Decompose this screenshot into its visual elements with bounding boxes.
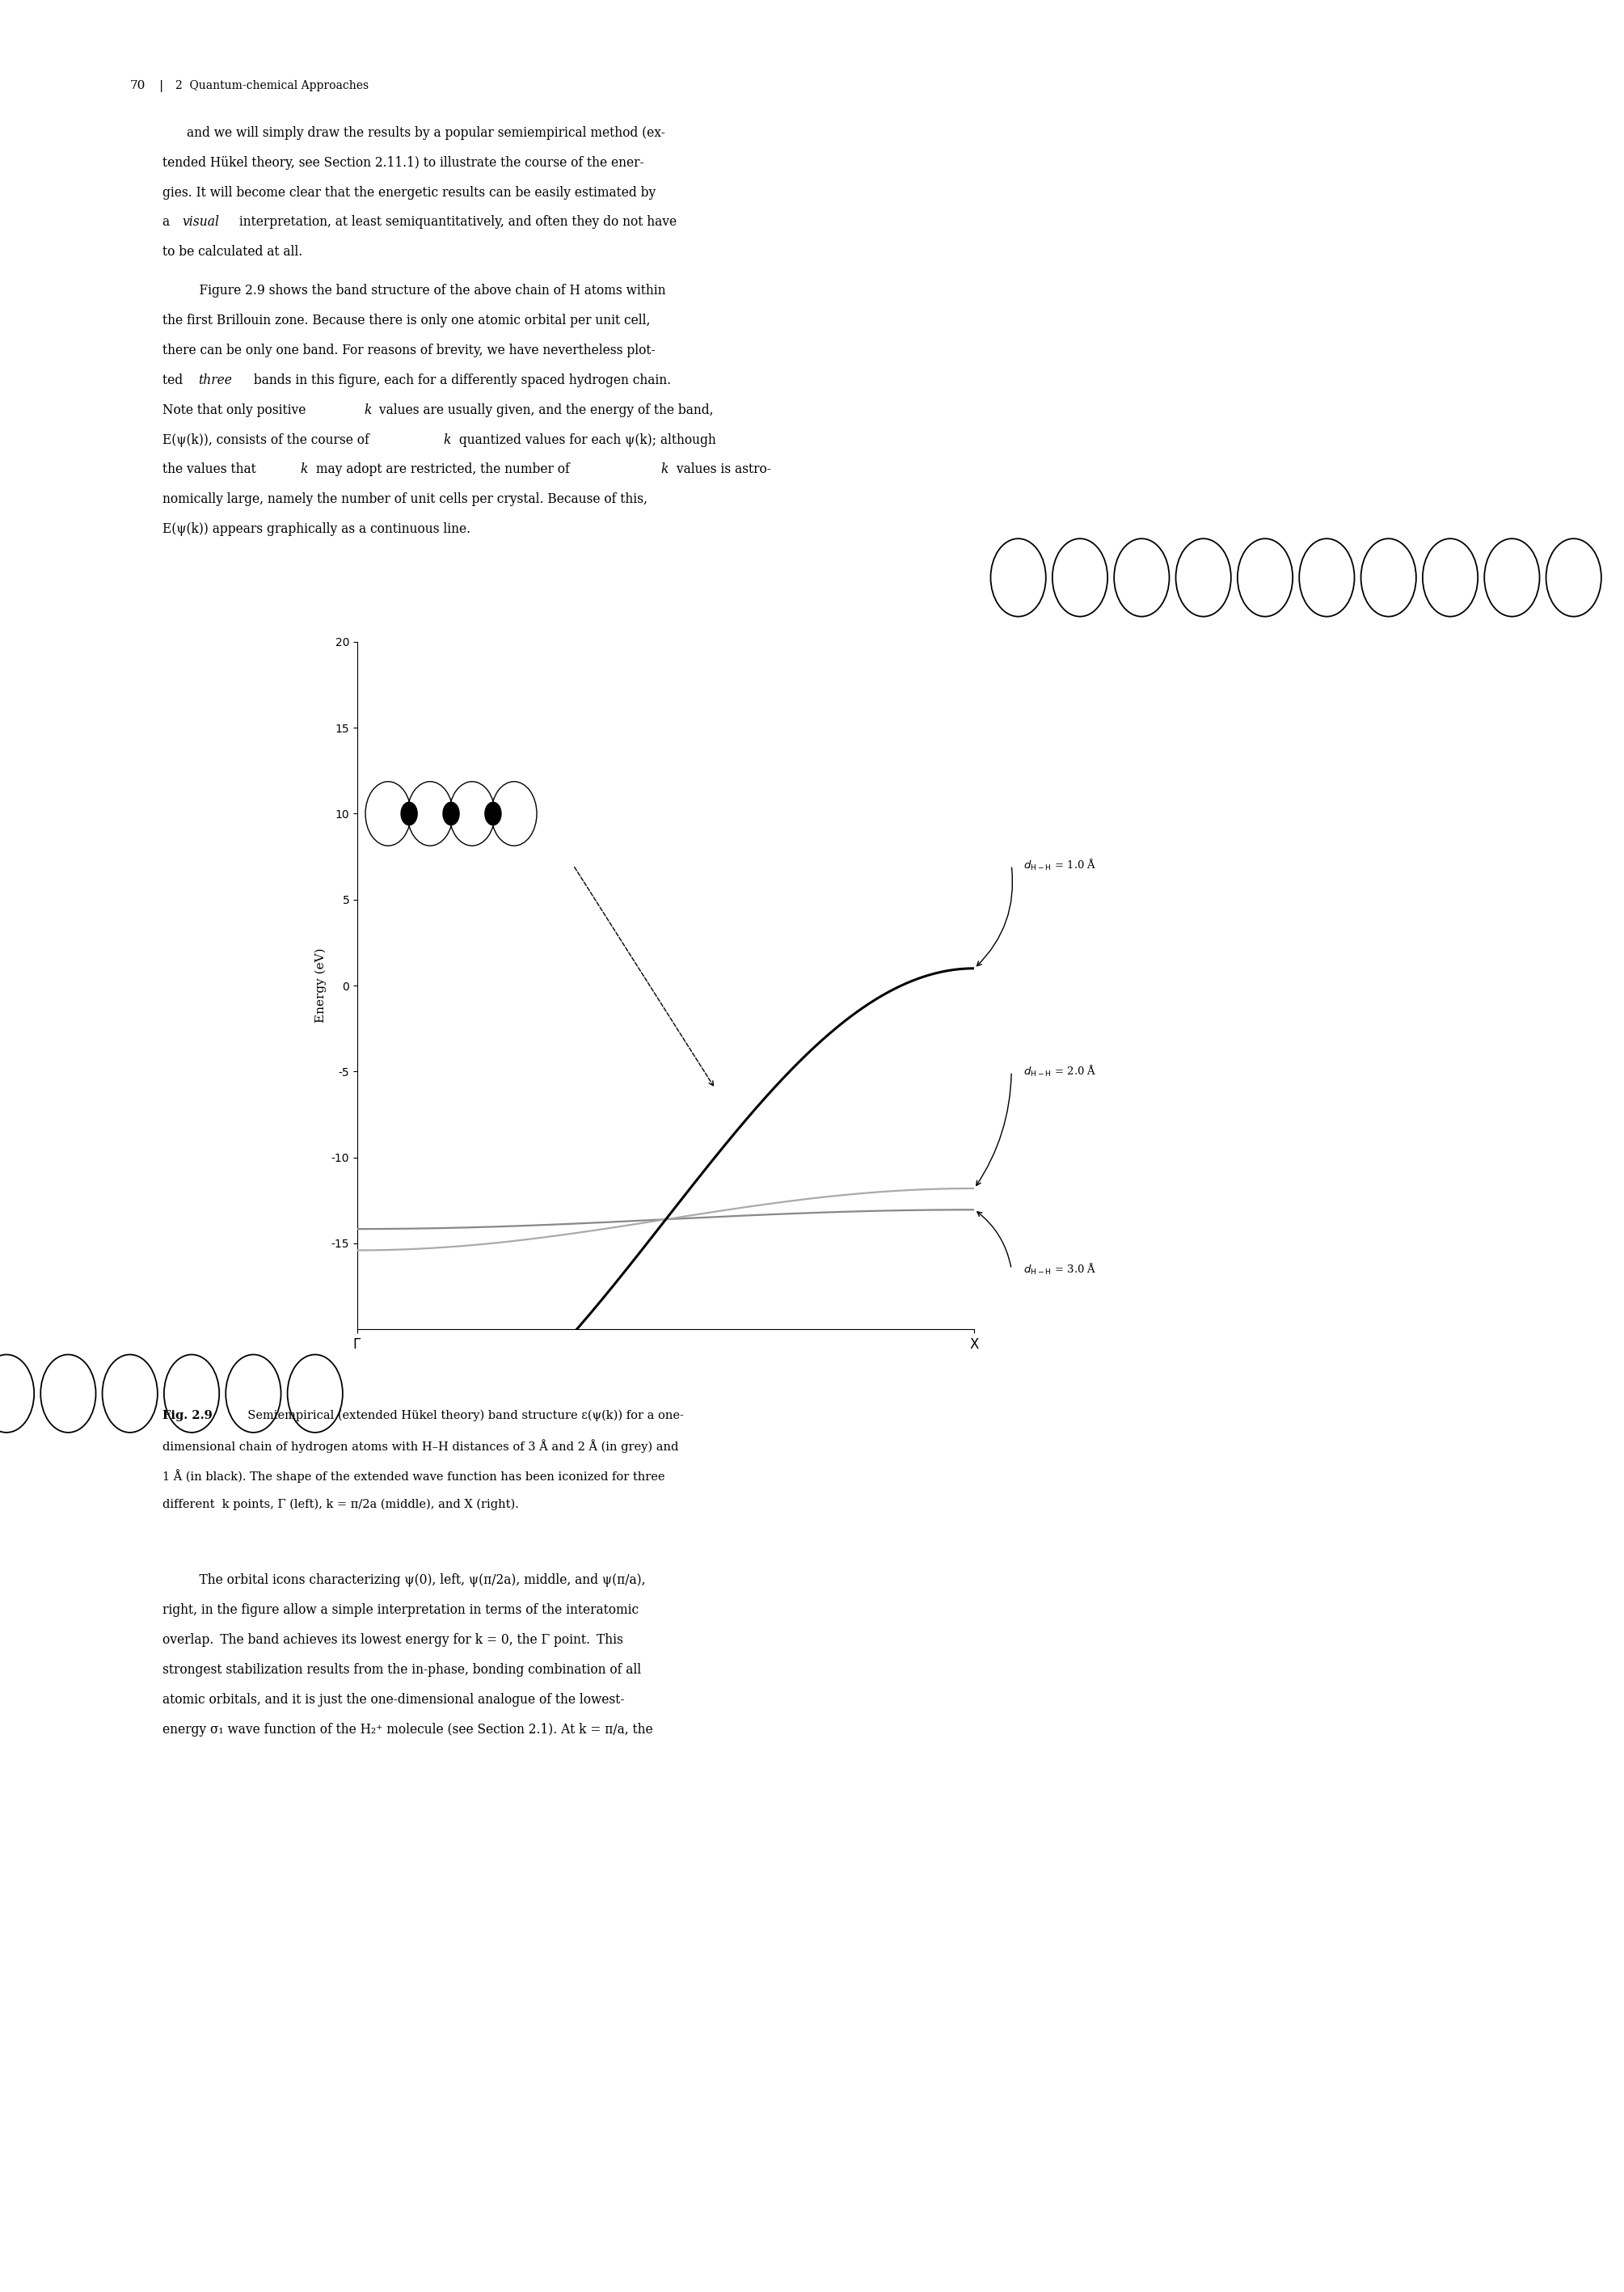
Text: the first Brillouin zone. Because there is only one atomic orbital per unit cell: the first Brillouin zone. Because there …	[162, 314, 650, 328]
Text: atomic orbitals, and it is just the one-dimensional analogue of the lowest-: atomic orbitals, and it is just the one-…	[162, 1691, 624, 1705]
Text: The orbital icons characterizing ψ(0), left, ψ(π/2a), middle, and ψ(π/a),: The orbital icons characterizing ψ(0), l…	[187, 1572, 645, 1586]
Text: quantized values for each ψ(k); although: quantized values for each ψ(k); although	[455, 433, 716, 447]
Text: values is astro-: values is astro-	[672, 463, 771, 477]
Text: a: a	[162, 215, 174, 229]
Y-axis label: Energy (eV): Energy (eV)	[315, 949, 326, 1022]
Text: there can be only one band. For reasons of brevity, we have nevertheless plot-: there can be only one band. For reasons …	[162, 344, 654, 358]
Text: to be calculated at all.: to be calculated at all.	[162, 245, 302, 259]
Text: Semiempirical (extended Hükel theory) band structure ε(ψ(​k)) for a one-: Semiempirical (extended Hükel theory) ba…	[240, 1410, 684, 1421]
Text: visual: visual	[182, 215, 219, 229]
Text: k: k	[300, 463, 309, 477]
Text: may adopt are restricted, the number of: may adopt are restricted, the number of	[312, 463, 573, 477]
Text: |: |	[159, 80, 164, 92]
Text: 70: 70	[130, 80, 146, 92]
Text: values are usually given, and the energy of the band,: values are usually given, and the energy…	[375, 403, 713, 417]
Text: the values that: the values that	[162, 463, 260, 477]
Text: strongest stabilization results from the in-phase, bonding combination of all: strongest stabilization results from the…	[162, 1662, 641, 1675]
Text: Figure 2.9 shows the band structure of the above chain of H atoms within: Figure 2.9 shows the band structure of t…	[187, 284, 666, 298]
Text: Fig. 2.9: Fig. 2.9	[162, 1410, 213, 1421]
Text: and we will simply draw the results by a popular semiempirical method (ex-: and we will simply draw the results by a…	[187, 126, 666, 140]
Text: gies. It will become clear that the energetic results can be easily estimated by: gies. It will become clear that the ener…	[162, 186, 656, 199]
Text: overlap.  The band achieves its lowest energy for k = 0, the Γ point.  This: overlap. The band achieves its lowest en…	[162, 1632, 624, 1646]
Text: 1 Å (in black). The shape of the extended wave function has been iconized for th: 1 Å (in black). The shape of the extende…	[162, 1469, 664, 1483]
Text: $d_{\mathsf{H-H}}$ = 3.0 Å: $d_{\mathsf{H-H}}$ = 3.0 Å	[1023, 1263, 1096, 1277]
Text: k: k	[661, 463, 669, 477]
Text: $d_{\mathsf{H-H}}$ = 1.0 Å: $d_{\mathsf{H-H}}$ = 1.0 Å	[1023, 857, 1096, 873]
Text: right, in the figure allow a simple interpretation in terms of the interatomic: right, in the figure allow a simple inte…	[162, 1604, 638, 1616]
Text: bands in this figure, each for a differently spaced hydrogen chain.: bands in this figure, each for a differe…	[250, 374, 671, 387]
Text: k: k	[443, 433, 451, 447]
Text: $d_{\mathsf{H-H}}$ = 2.0 Å: $d_{\mathsf{H-H}}$ = 2.0 Å	[1023, 1063, 1096, 1080]
Text: ted: ted	[162, 374, 187, 387]
Text: 2  Quantum-chemical Approaches: 2 Quantum-chemical Approaches	[175, 80, 369, 92]
Text: energy σ₁ wave function of the H₂⁺ molecule (see Section 2.1). At k = π/a, the: energy σ₁ wave function of the H₂⁺ molec…	[162, 1724, 653, 1735]
Text: three: three	[198, 374, 232, 387]
Text: Note that only positive: Note that only positive	[162, 403, 310, 417]
Text: dimensional chain of hydrogen atoms with H–H distances of 3 Å and 2 Å (in grey) : dimensional chain of hydrogen atoms with…	[162, 1439, 679, 1453]
Text: E(ψ(k)) appears graphically as a continuous line.: E(ψ(k)) appears graphically as a continu…	[162, 523, 471, 536]
Text: E(ψ(k)), consists of the course of: E(ψ(k)), consists of the course of	[162, 433, 374, 447]
Text: nomically large, namely the number of unit cells per crystal. Because of this,: nomically large, namely the number of un…	[162, 493, 648, 507]
Text: k: k	[364, 403, 372, 417]
Text: interpretation, at least semiquantitatively, and often they do not have: interpretation, at least semiquantitativ…	[235, 215, 677, 229]
Text: tended Hükel theory, see Section 2.11.1) to illustrate the course of the ener-: tended Hükel theory, see Section 2.11.1)…	[162, 156, 643, 170]
Text: different ​​​​​ k points, Γ (left), k = π/2a (middle), and X (right).: different ​​​​​ k points, Γ (left), k = …	[162, 1499, 518, 1510]
